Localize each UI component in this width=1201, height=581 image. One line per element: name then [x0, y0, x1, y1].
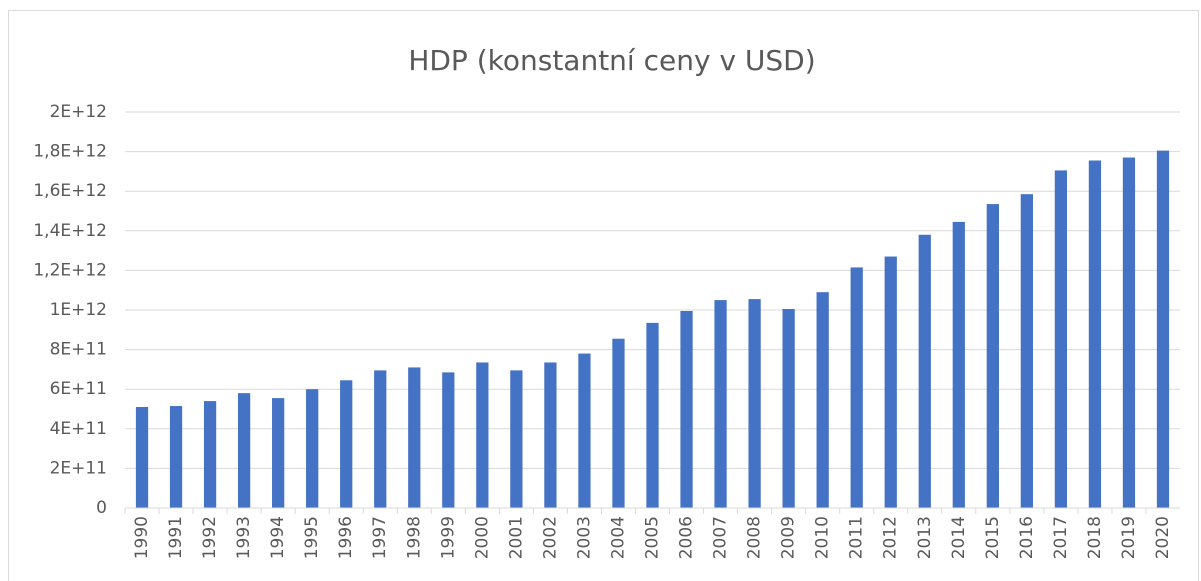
- x-tick-label: 2012: [881, 516, 901, 559]
- x-tick-label: 1993: [234, 516, 254, 559]
- y-tick-label: 1,6E+12: [33, 181, 107, 201]
- y-tick-label: 1,2E+12: [33, 260, 107, 280]
- x-tick-label: 2015: [983, 516, 1003, 559]
- x-tick-label: 1996: [336, 516, 356, 559]
- x-tick-label: 2005: [643, 516, 663, 559]
- bar: [544, 362, 557, 508]
- bar: [748, 299, 761, 508]
- x-tick-label: 2006: [677, 516, 697, 559]
- x-tick-label: 2004: [608, 516, 628, 559]
- bar: [1156, 150, 1170, 509]
- bar: [816, 292, 829, 508]
- x-tick-label: 2011: [847, 516, 867, 559]
- x-tick-label: 2013: [915, 516, 935, 559]
- bar: [612, 338, 625, 508]
- chart-frame: [8, 10, 1199, 581]
- x-tick-label: 1997: [370, 516, 390, 559]
- x-tick-label: 1995: [302, 516, 322, 559]
- y-tick-label: 1E+12: [50, 300, 107, 320]
- y-tick-label: 8E+11: [50, 340, 107, 360]
- x-tick-label: 2019: [1119, 516, 1139, 559]
- x-tick-label: 1990: [132, 516, 152, 559]
- y-tick-label: 2E+12: [50, 102, 107, 122]
- bar: [203, 401, 217, 508]
- x-tick-label: 2001: [506, 516, 526, 559]
- x-tick-label: 1994: [268, 516, 288, 559]
- bar: [442, 372, 455, 508]
- x-tick-label: 2003: [574, 516, 594, 559]
- y-tick-label: 0: [96, 498, 107, 518]
- y-tick-label: 1,8E+12: [33, 142, 107, 162]
- bar: [510, 370, 523, 508]
- bar: [986, 204, 999, 508]
- bar: [1122, 157, 1136, 509]
- y-tick-label: 1,4E+12: [33, 221, 107, 241]
- bar: [272, 398, 285, 508]
- x-tick-label: 2008: [745, 516, 765, 559]
- bar: [306, 389, 319, 508]
- bar: [169, 406, 183, 508]
- bar: [884, 256, 897, 508]
- x-tick-label: 2016: [1017, 516, 1037, 559]
- bar: [714, 300, 727, 508]
- x-tick-label: 1998: [404, 516, 424, 559]
- bar: [237, 393, 251, 508]
- bar: [1020, 194, 1033, 509]
- x-tick-label: 2014: [949, 516, 969, 559]
- bar: [476, 362, 489, 508]
- x-tick-label: 2000: [472, 516, 492, 559]
- y-tick-label: 4E+11: [50, 419, 107, 439]
- x-tick-label: 2009: [779, 516, 799, 559]
- chart-title: HDP (konstantní ceny v USD): [408, 44, 815, 77]
- x-tick-label: 2017: [1051, 516, 1071, 559]
- x-tick-label: 1992: [200, 516, 220, 559]
- x-tick-label: 2018: [1085, 516, 1105, 559]
- bar: [1054, 170, 1068, 508]
- y-tick-label: 6E+11: [50, 379, 107, 399]
- x-tick-label: 2007: [711, 516, 731, 559]
- bar: [850, 267, 863, 508]
- bar: [646, 322, 659, 508]
- x-tick-label: 1991: [166, 516, 186, 559]
- x-tick-label: 2020: [1153, 516, 1173, 559]
- bar: [408, 367, 421, 508]
- bar: [680, 310, 693, 508]
- bar: [374, 370, 387, 508]
- bar: [918, 234, 931, 508]
- x-tick-label: 2010: [813, 516, 833, 559]
- bar: [1088, 160, 1102, 508]
- y-tick-label: 2E+11: [50, 458, 107, 478]
- bar: [135, 407, 149, 508]
- bar: [578, 353, 591, 508]
- bar: [782, 309, 795, 508]
- bar: [952, 221, 965, 508]
- bar: [340, 380, 353, 508]
- x-tick-label: 2002: [540, 516, 560, 559]
- x-tick-label: 1999: [438, 516, 458, 559]
